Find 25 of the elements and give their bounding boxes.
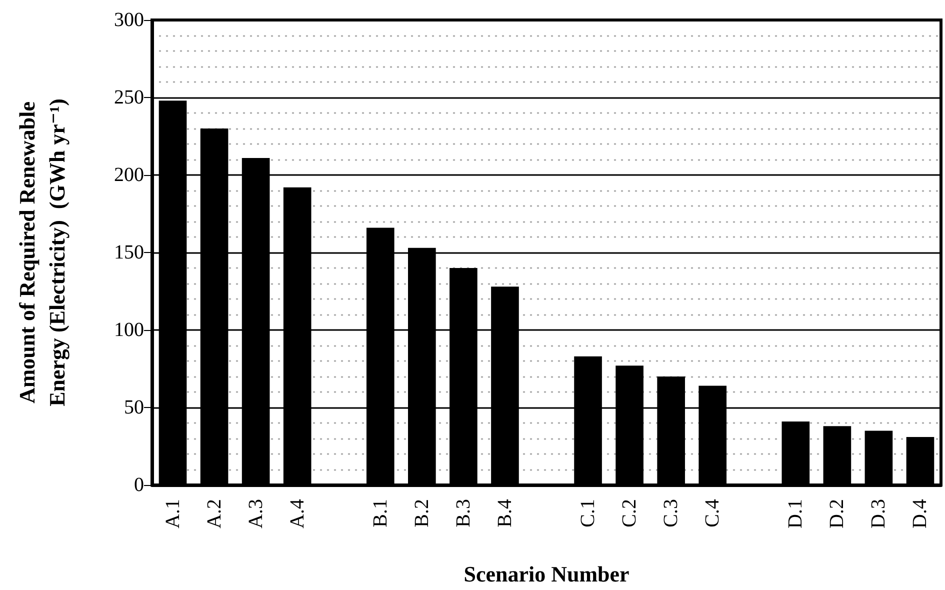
x-tick-label: C.4 (702, 499, 724, 528)
y-tick-label: 150 (114, 242, 144, 264)
x-tick-label: C.3 (660, 499, 682, 528)
x-tick-label: A.2 (203, 499, 226, 528)
x-tick-label: A.1 (162, 499, 184, 528)
y-tick-label: 250 (114, 86, 144, 108)
y-tick-label: 0 (134, 474, 144, 496)
y-tick-label: 300 (114, 9, 144, 31)
y-tick-label: 50 (124, 396, 144, 418)
x-tick-label: D.3 (868, 499, 890, 528)
x-tick-label: D.2 (826, 499, 848, 528)
x-tick-label: C.2 (618, 499, 641, 528)
x-tick-label: D.4 (909, 499, 932, 528)
x-tick-label: B.4 (494, 499, 516, 528)
y-tick-label: 100 (114, 319, 144, 341)
y-tick-label: 200 (114, 164, 144, 186)
x-tick-label: B.1 (369, 499, 392, 528)
x-tick-label: B.3 (452, 499, 474, 528)
x-tick-label: B.2 (410, 499, 433, 528)
x-tick-label: C.1 (577, 499, 600, 528)
x-tick-label: A.3 (244, 499, 267, 528)
x-tick-label: D.1 (784, 499, 807, 528)
y-axis-title: Amount of Required Renewable Energy (Electricity) (GWh yr⁻¹) (14, 98, 70, 406)
x-axis-title: Scenario Number (464, 562, 630, 586)
x-tick-label: A.4 (286, 499, 308, 528)
